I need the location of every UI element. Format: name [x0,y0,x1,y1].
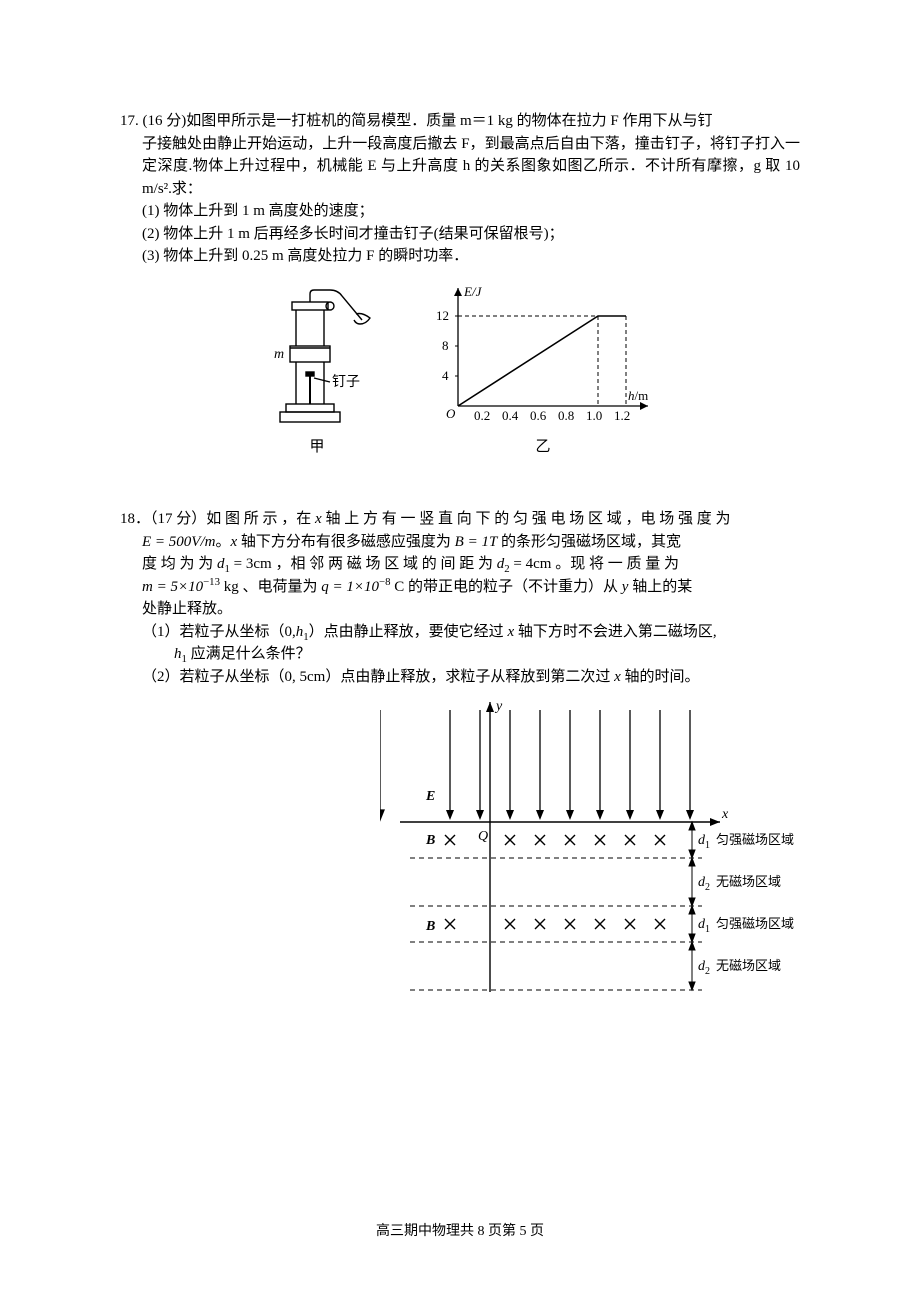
page: 17. (16 分)如图甲所示是一打桩机的简易模型．质量 m＝1 kg 的物体在… [0,0,920,1302]
q17-fig-jia: m 钉子 甲 [252,286,382,459]
q18-sub1: （1）若粒子从坐标（0,h1）点由静止释放，要使它经过 x 轴下方时不会进入第二… [120,621,800,644]
xt1: 0.4 [502,408,519,423]
r2: 无磁场区域 [716,874,781,889]
q18-l3f: = 4cm [513,556,551,572]
q18-l3a: 度 均 为 为 [142,556,213,572]
yt-4: 4 [442,368,449,383]
q17-fig-yi: 4 8 12 0.2 0.4 0.6 0.8 1.0 1.2 [418,276,668,459]
d2b: d2 [698,959,710,977]
E-label: E [425,789,435,804]
q17-stem-cont: 子接触处由静止开始运动，上升一段高度后撤去 F，到最高点后自由下落，撞击钉子，将… [120,133,800,201]
pile-driver-icon: m 钉子 [252,286,382,436]
e-field-arrows [380,710,384,820]
d1b: d1 [698,917,710,935]
q18-sub2: （2）若粒子从坐标（0, 5cm）点由静止释放，求粒子从释放到第二次过 x 轴的… [120,666,800,689]
q18-points: （17 分） [150,511,206,527]
r1: 匀强磁场区域 [716,832,794,847]
r4: 无磁场区域 [716,958,781,973]
q18-s1d: 应满足什么条件？ [191,646,311,662]
q18-E: E = 500V/m [142,534,215,550]
q18-line3: 度 均 为 为 d1 = 3cm ，相 邻 两 磁 场 区 域 的 间 距 为 … [120,553,800,576]
ylabel: E/J [463,284,483,299]
q18-line1: 18．（17 分）如 图 所 示 ，在 x 轴 上 方 有 一 竖 直 向 下 … [120,508,800,531]
q17-nail-label: 钉子 [332,374,360,390]
xt3: 0.8 [558,408,574,423]
q18-l2e: 的条形匀强磁场区域，其宽 [501,534,681,550]
d2a: d2 [698,875,710,893]
e-arrows-group [446,710,694,820]
page-footer: 高三期中物理共 8 页第 5 页 [0,1221,920,1242]
B1-label: B [425,833,435,848]
q17-figures: m 钉子 甲 4 [120,276,800,459]
yt-12: 12 [436,308,449,323]
q18-l4c: q = 1×10 [321,579,379,595]
q18-l4cu: C [394,579,404,595]
q18-figure-wrap: y x E Q [120,692,800,1002]
xt4: 1.0 [586,408,602,423]
q18-l3d: ，相 邻 两 磁 场 区 域 的 间 距 为 [275,556,493,572]
b-region-2: B [425,919,435,934]
B2-label: B [425,919,435,934]
q17-stem-line1: 17. (16 分)如图甲所示是一打桩机的简易模型．质量 m＝1 kg 的物体在… [120,110,800,133]
xt5: 1.2 [614,408,630,423]
q17-sub2: (2) 物体上升 1 m 后再经多长时间才撞击钉子(结果可保留根号)； [120,223,800,246]
q18-s2a: （2）若粒子从坐标（0, 5cm）点由静止释放，求粒子从释放到第二次过 [142,669,610,685]
problem-17: 17. (16 分)如图甲所示是一打桩机的简易模型．质量 m＝1 kg 的物体在… [120,110,800,458]
q17-fig2-cap: 乙 [535,436,550,459]
q17-fig1-cap: 甲 [309,436,324,459]
energy-chart: 4 8 12 0.2 0.4 0.6 0.8 1.0 1.2 [418,276,668,436]
q18-line5: 处静止释放。 [120,598,800,621]
q18-l3b: d [217,556,225,572]
q18-l2c: 轴下方分布有很多磁感应强度为 [241,534,451,550]
y-label: y [494,699,503,714]
q18-sub1b: h1 应满足什么条件？ [120,643,800,666]
q18-number: 18． [120,511,150,527]
q18-l4ae: −13 [203,576,220,588]
q18-s1c: 轴下方时不会进入第二磁场区, [518,624,717,640]
q18-l2b: 。 [215,534,230,550]
yt-8: 8 [442,338,449,353]
xt0: 0.2 [474,408,490,423]
origin: O [446,406,456,421]
xlabel: h/m [628,388,648,403]
xt2: 0.6 [530,408,547,423]
q18-l4ce: −8 [379,576,391,588]
q18-l4b: 、电荷量为 [242,579,317,595]
q18-line2: E = 500V/m。x 轴下方分布有很多磁感应强度为 B = 1T 的条形匀强… [120,531,800,554]
q18-l2d: B = 1T [455,534,498,550]
q17-points: (16 分) [143,113,187,129]
q18-l3g: 。现 将 一 质 量 为 [555,556,679,572]
q18-l4au: kg [224,579,239,595]
r3: 匀强磁场区域 [716,916,794,931]
problem-18: 18．（17 分）如 图 所 示 ，在 x 轴 上 方 有 一 竖 直 向 下 … [120,508,800,1002]
field-diagram: y x E Q [380,692,800,1002]
q17-m-label: m [274,347,284,362]
q18-s1b: ）点由静止释放，要使它经过 [309,624,504,640]
q18-l4a: m = 5×10 [142,579,203,595]
q17-txt1: 如图甲所示是一打桩机的简易模型．质量 m＝1 kg 的物体在拉力 F 作用下从与… [186,113,712,129]
x-label: x [721,807,729,822]
q18-l4d: 的带正电的粒子（不计重力）从 [408,579,618,595]
crosses-row2 [445,919,665,929]
q18-s1a: （1）若粒子从坐标（0, [142,624,296,640]
q18-l4e: 轴上的某 [632,579,692,595]
q18-l3c: = 3cm [234,556,272,572]
q18-s2b: 轴的时间。 [625,669,700,685]
q17-number: 17. [120,113,139,129]
O-label: Q [478,829,488,844]
q18-line4: m = 5×10−13 kg 、电荷量为 q = 1×10−8 C 的带正电的粒… [120,576,800,599]
d1a: d1 [698,833,710,851]
q18-t1b: 轴 上 方 有 一 竖 直 向 下 的 匀 强 电 场 区 域 ，电 场 强 度… [325,511,730,527]
q18-t1: 如 图 所 示 ，在 [206,511,311,527]
q17-sub3: (3) 物体上升到 0.25 m 高度处拉力 F 的瞬时功率． [120,245,800,268]
b-region-1: B [425,833,435,848]
q17-sub1: (1) 物体上升到 1 m 高度处的速度； [120,200,800,223]
